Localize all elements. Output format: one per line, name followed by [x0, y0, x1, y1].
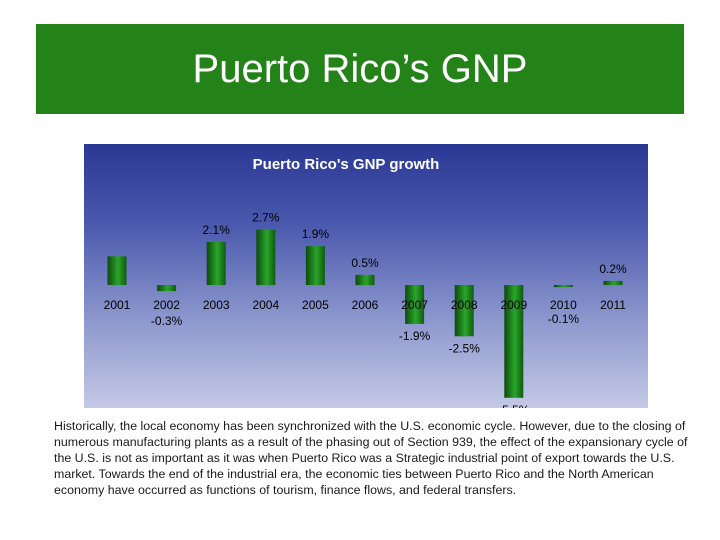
data-label: 1.9% — [302, 227, 330, 241]
x-tick-label: 2008 — [451, 298, 478, 312]
x-tick-label: 2004 — [252, 298, 279, 312]
bar-2004 — [256, 229, 276, 286]
x-tick-label: 2003 — [203, 298, 230, 312]
gnp-growth-chart: Puerto Rico's GNP growth 2001 2002 -0.3% 20… — [104, 156, 627, 408]
bar-2003 — [206, 241, 226, 285]
data-label: -5.5% — [498, 403, 530, 408]
bar-2009 — [504, 285, 524, 398]
data-label: -0.1% — [548, 312, 580, 326]
slide-title: Puerto Rico’s GNP — [192, 46, 528, 91]
title-banner: Puerto Rico’s GNP — [36, 24, 684, 114]
chart-title: Puerto Rico's GNP growth — [253, 156, 440, 173]
x-tick-label: 2002 — [153, 298, 180, 312]
bar-2008 — [454, 285, 474, 337]
bar-2006 — [355, 274, 375, 286]
x-tick-label: 2005 — [302, 298, 329, 312]
data-label: 2.1% — [203, 223, 231, 237]
data-label: -1.9% — [399, 329, 431, 343]
x-tick-label: 2006 — [352, 298, 379, 312]
data-label: 0.2% — [599, 262, 627, 276]
data-label: 0.5% — [351, 256, 379, 270]
bar-2011 — [603, 280, 623, 285]
bar-2001 — [107, 256, 127, 285]
bar-2005 — [305, 246, 325, 285]
data-label: 2.7% — [252, 211, 280, 225]
x-tick-label: 2011 — [600, 298, 626, 312]
data-label: -2.5% — [449, 341, 481, 355]
x-tick-label: 2010 — [550, 298, 577, 312]
chart-panel: Puerto Rico's GNP growth 2001 2002 -0.3% 20… — [84, 144, 648, 408]
x-tick-label: 2009 — [500, 298, 527, 312]
x-tick-label: 2007 — [401, 298, 428, 312]
bar-2010 — [553, 285, 573, 288]
x-tick-label: 2001 — [104, 298, 131, 312]
description-text: Historically, the local economy has been… — [54, 419, 688, 497]
data-label: -0.3% — [151, 314, 183, 328]
bar-2007 — [405, 285, 425, 324]
bar-2002 — [157, 285, 177, 292]
